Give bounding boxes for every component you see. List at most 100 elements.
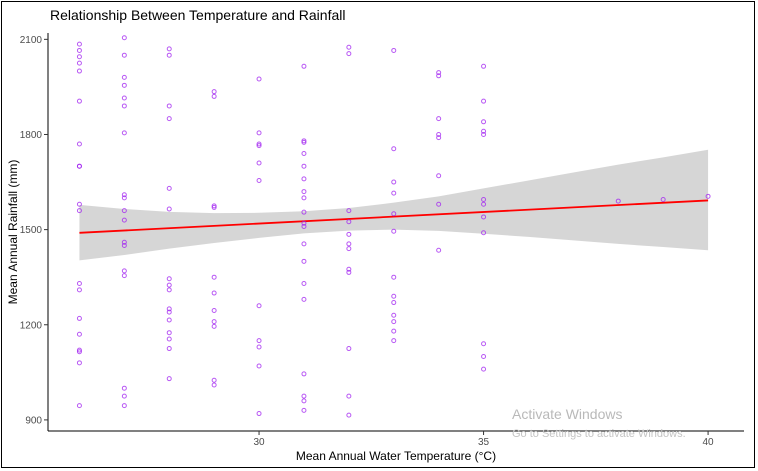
data-point <box>211 319 217 325</box>
data-point <box>76 208 82 214</box>
data-point <box>76 68 82 74</box>
data-point <box>166 306 172 312</box>
x-axis-title: Mean Annual Water Temperature (°C) <box>296 449 496 463</box>
data-point <box>76 331 82 337</box>
data-point <box>166 52 172 58</box>
confidence-band-layer <box>79 149 709 261</box>
y-tick-label: 900 <box>25 415 42 426</box>
data-point <box>256 143 262 149</box>
data-point <box>166 330 172 336</box>
data-point <box>481 214 487 220</box>
data-point <box>481 128 487 134</box>
data-point <box>166 185 172 191</box>
data-point <box>481 353 487 359</box>
data-point <box>301 258 307 264</box>
data-point <box>301 281 307 287</box>
data-point <box>256 411 262 417</box>
axes-layer <box>47 33 744 432</box>
data-point <box>301 139 307 145</box>
data-point <box>301 393 307 399</box>
data-point <box>211 323 217 329</box>
fit-line-layer <box>79 199 709 234</box>
data-point <box>76 60 82 66</box>
y-tick-label: 2100 <box>20 35 43 46</box>
data-point <box>391 319 397 325</box>
data-point <box>301 241 307 247</box>
data-point <box>301 63 307 69</box>
data-point <box>391 312 397 318</box>
data-point <box>391 146 397 152</box>
data-point <box>121 385 127 391</box>
data-point <box>76 403 82 409</box>
data-point <box>346 231 352 237</box>
data-point <box>211 93 217 99</box>
data-point <box>436 70 442 76</box>
data-point <box>346 246 352 252</box>
data-point <box>166 346 172 352</box>
data-point <box>391 47 397 53</box>
data-point <box>346 241 352 247</box>
watermark-subtitle: Go to Settings to activate Windows. <box>512 428 686 440</box>
data-point <box>121 195 127 201</box>
data-point <box>76 201 82 207</box>
ticks-layer: 30 35 40 900 1200 1500 1800 2100 <box>20 35 714 448</box>
data-point <box>211 274 217 280</box>
data-point <box>391 300 397 306</box>
data-point <box>301 398 307 404</box>
data-point <box>166 336 172 342</box>
data-point <box>481 341 487 347</box>
data-point <box>301 220 307 226</box>
data-point <box>76 98 82 104</box>
data-point <box>391 190 397 196</box>
data-point <box>121 130 127 136</box>
data-point <box>121 35 127 41</box>
data-point <box>256 303 262 309</box>
data-point <box>166 282 172 288</box>
data-point <box>76 41 82 47</box>
data-point <box>256 338 262 344</box>
data-point <box>436 135 442 141</box>
data-point <box>121 103 127 109</box>
confidence-band <box>79 149 709 261</box>
y-tick-label: 1500 <box>20 225 43 236</box>
data-point <box>436 131 442 137</box>
data-point <box>166 376 172 382</box>
data-point <box>76 287 82 293</box>
data-point <box>301 189 307 195</box>
y-tick-label: 1800 <box>20 130 43 141</box>
data-point <box>76 54 82 60</box>
data-point <box>121 268 127 274</box>
data-point <box>436 173 442 179</box>
data-point <box>391 179 397 185</box>
data-point <box>76 141 82 147</box>
data-point <box>256 177 262 183</box>
data-point <box>615 198 621 204</box>
data-point <box>346 412 352 418</box>
data-point <box>211 382 217 388</box>
x-tick-label: 30 <box>253 437 265 448</box>
x-tick-label: 35 <box>478 437 490 448</box>
data-point <box>166 309 172 315</box>
data-point <box>166 276 172 282</box>
data-point <box>256 141 262 147</box>
data-point <box>211 203 217 209</box>
data-point <box>301 176 307 182</box>
data-point <box>301 195 307 201</box>
data-point <box>301 138 307 144</box>
data-point <box>76 347 82 353</box>
data-point <box>256 160 262 166</box>
data-point <box>481 366 487 372</box>
data-point <box>481 119 487 125</box>
data-point <box>481 63 487 69</box>
data-point <box>211 290 217 296</box>
data-point <box>121 192 127 198</box>
data-point <box>256 363 262 369</box>
data-point <box>121 82 127 88</box>
chart-title: Relationship Between Temperature and Rai… <box>50 7 345 23</box>
data-point <box>211 204 217 210</box>
data-point <box>166 317 172 323</box>
data-point <box>436 73 442 79</box>
data-point <box>301 151 307 157</box>
data-point <box>166 103 172 109</box>
data-point <box>76 47 82 53</box>
